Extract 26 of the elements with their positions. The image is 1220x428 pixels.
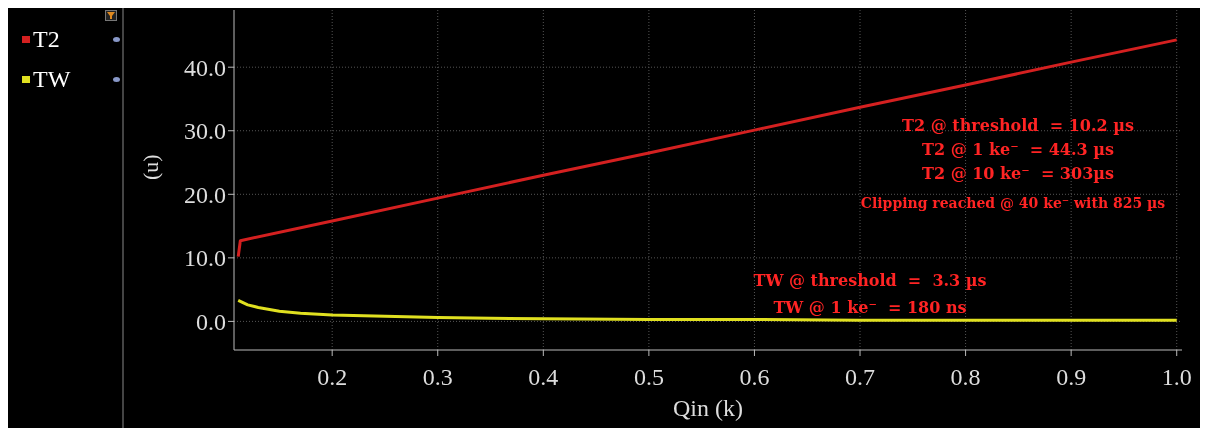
y-tick-label: 40.0 bbox=[184, 54, 226, 81]
y-tick-label: 0.0 bbox=[196, 308, 226, 335]
x-tick-label: 0.2 bbox=[317, 364, 348, 391]
annotation: T2 @ 1 ke⁻ = 44.3 µs bbox=[922, 140, 1114, 159]
legend-label: TW bbox=[33, 66, 71, 93]
x-tick-label: 0.4 bbox=[528, 364, 559, 391]
legend-label: T2 bbox=[33, 26, 60, 53]
annotation: Clipping reached @ 40 ke⁻ with 825 µs bbox=[860, 195, 1166, 211]
y-tick-label: 10.0 bbox=[184, 245, 226, 272]
y-tick-label: 30.0 bbox=[184, 118, 226, 145]
line-series bbox=[236, 38, 1179, 259]
x-tick-label: 0.7 bbox=[845, 364, 876, 391]
annotation: T2 @ 10 ke⁻ = 303µs bbox=[922, 164, 1114, 183]
y-tick-label: 20.0 bbox=[184, 181, 226, 208]
x-axis-title: Qin (k) bbox=[673, 395, 743, 421]
annotation: T2 @ threshold = 10.2 µs bbox=[902, 116, 1134, 135]
x-tick-label: 1.0 bbox=[1161, 364, 1192, 391]
x-tick-label: 0.5 bbox=[633, 364, 664, 391]
line-series bbox=[236, 298, 1179, 322]
annotation: TW @ threshold = 3.3 µs bbox=[753, 271, 987, 290]
annotation: TW @ 1 ke⁻ = 180 ns bbox=[773, 298, 967, 317]
x-tick-label: 0.8 bbox=[950, 364, 981, 391]
y-axis-title: (u) bbox=[137, 154, 163, 180]
x-tick-label: 0.6 bbox=[739, 364, 770, 391]
x-tick-label: 0.9 bbox=[1056, 364, 1087, 391]
x-tick-label: 0.3 bbox=[422, 364, 453, 391]
